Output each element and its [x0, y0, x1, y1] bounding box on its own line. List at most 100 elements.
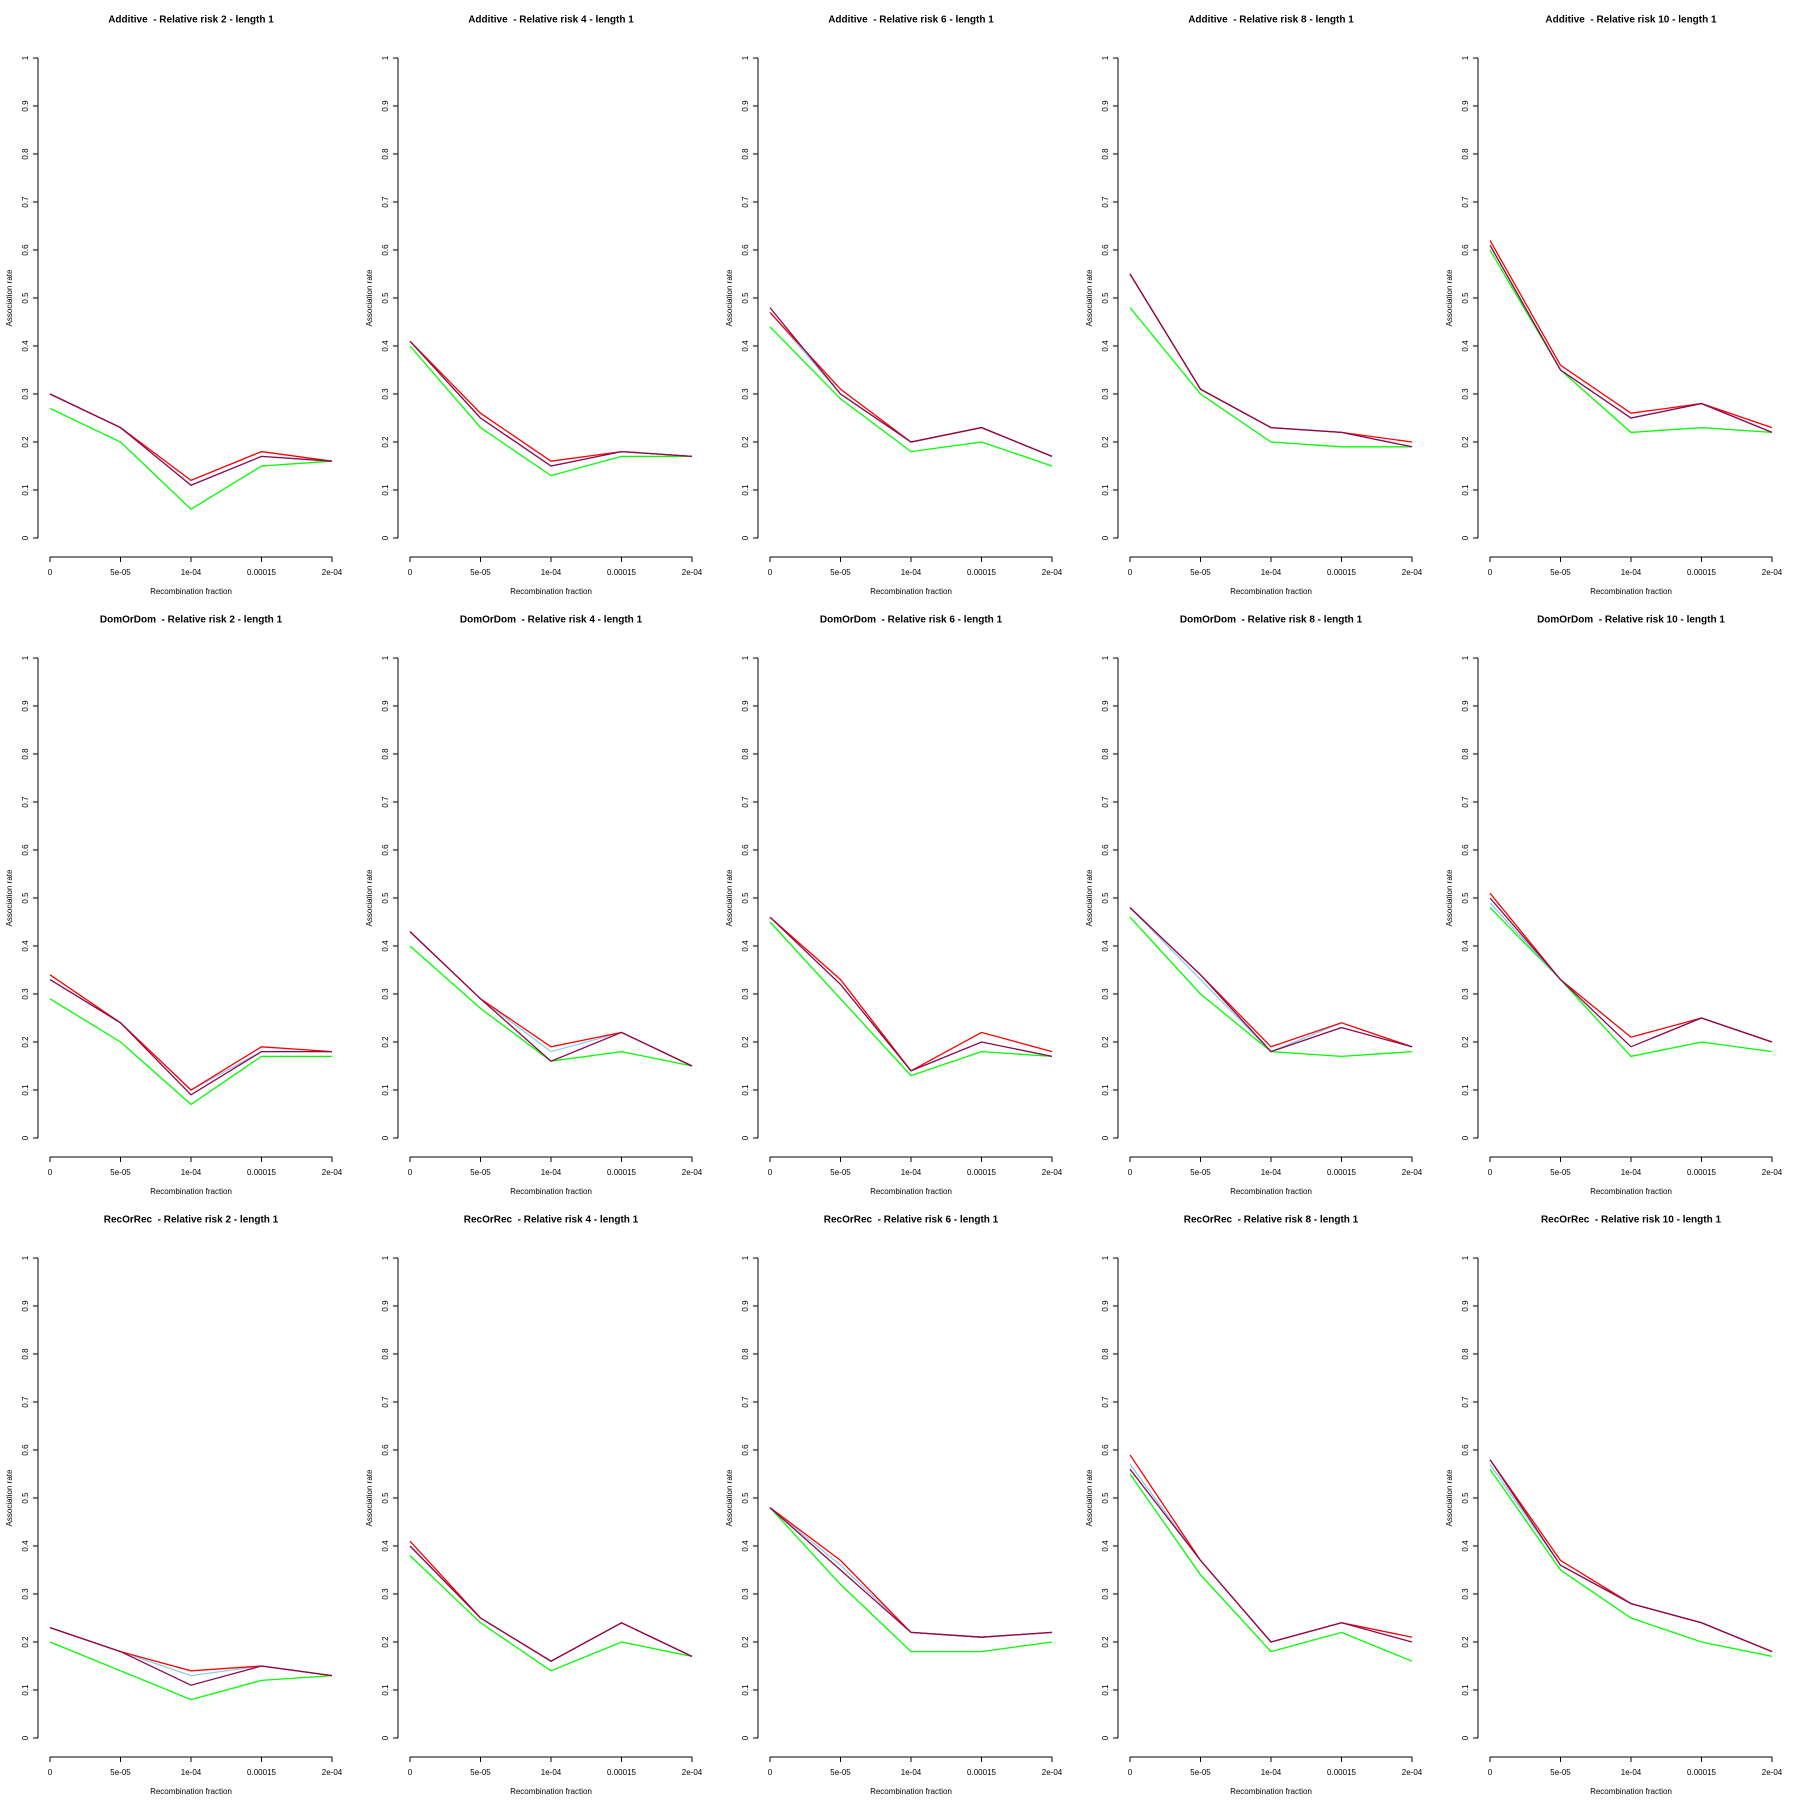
y-tick-label: 0.8 — [1461, 148, 1470, 160]
series-line — [1129, 1473, 1413, 1662]
y-tick-label: 0.4 — [381, 940, 390, 952]
x-tick-label: 1e-04 — [1621, 1168, 1642, 1177]
x-tick-label: 0 — [768, 1168, 773, 1177]
y-tick-label: 0.8 — [381, 748, 390, 760]
x-tick-label: 5e-05 — [110, 1768, 131, 1777]
x-tick-label: 0 — [1128, 568, 1133, 577]
y-tick-label: 0.4 — [21, 1540, 30, 1552]
y-tick-label: 0.8 — [741, 748, 750, 760]
series-line — [1489, 1464, 1773, 1653]
x-tick-label: 0.00015 — [1687, 568, 1716, 577]
y-tick-label: 0 — [1101, 535, 1110, 540]
y-tick-label: 0 — [21, 535, 30, 540]
x-tick-label: 5e-05 — [830, 568, 851, 577]
y-tick-label: 0.2 — [1101, 1036, 1110, 1048]
y-tick-label: 0.9 — [741, 1300, 750, 1312]
y-tick-label: 0.9 — [741, 700, 750, 712]
series-line — [49, 974, 333, 1091]
x-tick-label: 1e-04 — [1261, 1768, 1282, 1777]
y-tick-label: 0.7 — [1101, 796, 1110, 808]
y-tick-label: 0.4 — [741, 340, 750, 352]
series-line — [1129, 1464, 1413, 1643]
x-axis-label: Recombination fraction — [870, 1787, 952, 1796]
x-tick-label: 2e-04 — [1042, 568, 1063, 577]
series-line — [49, 1626, 333, 1677]
y-tick-label: 0.5 — [1101, 292, 1110, 304]
y-tick-label: 0.7 — [741, 1396, 750, 1408]
x-tick-label: 2e-04 — [1762, 1768, 1783, 1777]
x-tick-label: 0.00015 — [247, 1168, 276, 1177]
y-tick-label: 0.4 — [1461, 340, 1470, 352]
y-tick-label: 0.5 — [381, 1492, 390, 1504]
y-tick-label: 0.6 — [381, 1444, 390, 1456]
series-line — [409, 1545, 693, 1662]
chart-title: Additive - Relative risk 8 - length 1 — [1188, 15, 1354, 26]
x-tick-label: 5e-05 — [830, 1168, 851, 1177]
series-line — [409, 340, 693, 462]
x-tick-label: 1e-04 — [1261, 1168, 1282, 1177]
series-line — [1129, 307, 1412, 448]
y-tick-label: 0.8 — [381, 148, 390, 160]
y-tick-label: 0.1 — [1101, 1084, 1110, 1096]
y-tick-label: 0.3 — [1101, 1588, 1110, 1600]
y-tick-label: 0.6 — [1461, 844, 1470, 856]
y-tick-label: 0 — [1461, 535, 1470, 540]
x-tick-label: 0 — [1488, 568, 1493, 577]
x-tick-label: 0 — [48, 568, 53, 577]
x-axis-label: Recombination fraction — [1230, 587, 1312, 596]
x-tick-label: 1e-04 — [541, 1168, 562, 1177]
y-tick-label: 0.4 — [1461, 1540, 1470, 1552]
y-tick-label: 0.6 — [741, 844, 750, 856]
y-tick-label: 0 — [741, 1735, 750, 1740]
y-tick-label: 1 — [21, 1255, 30, 1260]
y-tick-label: 0 — [1461, 1735, 1470, 1740]
x-axis-label: Recombination fraction — [1590, 1187, 1672, 1196]
x-tick-label: 1e-04 — [1621, 568, 1642, 577]
y-tick-label: 0.8 — [381, 1348, 390, 1360]
x-tick-label: 2e-04 — [322, 1168, 343, 1177]
x-tick-label: 5e-05 — [1550, 1768, 1571, 1777]
y-tick-label: 0.6 — [741, 244, 750, 256]
series-line — [769, 311, 1053, 458]
y-axis-label: Association rate — [1445, 1469, 1454, 1526]
y-tick-label: 0.4 — [1101, 340, 1110, 352]
series-line — [1489, 1468, 1773, 1658]
y-tick-label: 0.2 — [381, 1036, 390, 1048]
x-tick-label: 5e-05 — [1190, 1168, 1211, 1177]
y-tick-label: 0.3 — [741, 988, 750, 1000]
y-tick-label: 0.9 — [1461, 100, 1470, 112]
y-tick-label: 0.3 — [1461, 988, 1470, 1000]
y-tick-label: 0.9 — [21, 100, 30, 112]
series-line — [49, 979, 332, 1096]
y-tick-label: 0.4 — [21, 340, 30, 352]
y-tick-label: 0.7 — [1101, 196, 1110, 208]
y-tick-label: 0.6 — [21, 1444, 30, 1456]
y-tick-label: 0.6 — [381, 844, 390, 856]
y-tick-label: 0.6 — [21, 844, 30, 856]
x-tick-label: 5e-05 — [110, 568, 131, 577]
y-tick-label: 0.2 — [21, 436, 30, 448]
y-axis-label: Association rate — [1085, 869, 1094, 926]
y-tick-label: 0.5 — [1461, 1492, 1470, 1504]
x-tick-label: 0.00015 — [1687, 1768, 1716, 1777]
series-line — [49, 1641, 333, 1701]
y-axis-label: Association rate — [1085, 269, 1094, 326]
y-axis-label: Association rate — [725, 269, 734, 326]
y-tick-label: 0.1 — [1461, 1084, 1470, 1096]
series-line — [1489, 244, 1773, 434]
series-line — [1489, 1459, 1773, 1653]
y-tick-label: 0.5 — [1461, 292, 1470, 304]
x-axis-label: Recombination fraction — [1230, 1787, 1312, 1796]
y-tick-label: 0.9 — [21, 700, 30, 712]
series-line — [769, 307, 1053, 458]
series-line — [49, 393, 333, 486]
y-tick-label: 0.3 — [21, 988, 30, 1000]
y-tick-label: 0.6 — [1461, 244, 1470, 256]
x-tick-label: 5e-05 — [1550, 1168, 1571, 1177]
series-line — [769, 916, 1053, 1072]
y-tick-label: 0.5 — [741, 1492, 750, 1504]
y-tick-label: 1 — [381, 655, 390, 660]
series-line — [409, 340, 693, 467]
y-tick-label: 0.9 — [21, 1300, 30, 1312]
y-tick-label: 0.2 — [741, 1636, 750, 1648]
